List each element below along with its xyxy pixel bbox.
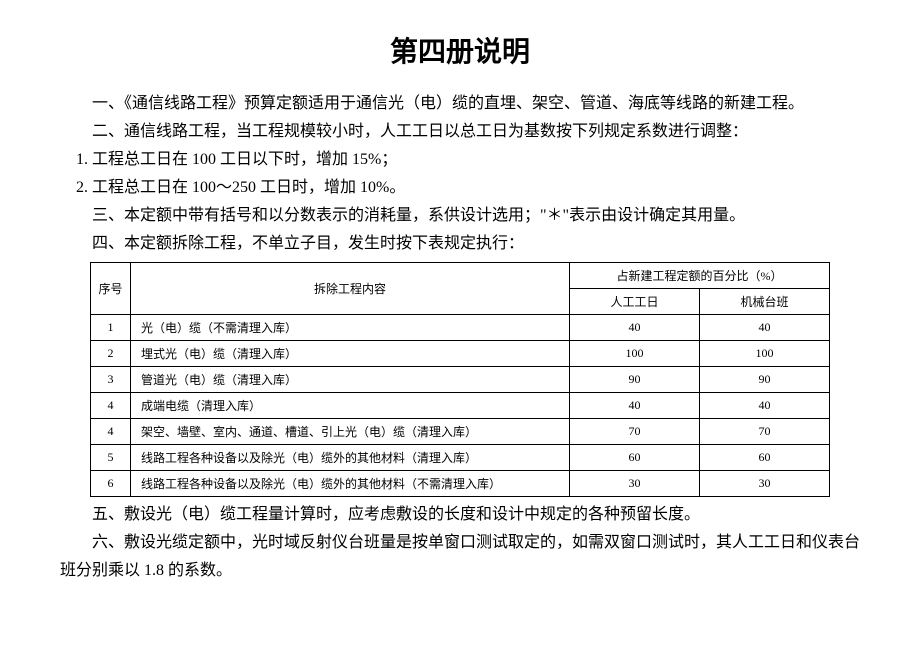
demolition-table: 序号 拆除工程内容 占新建工程定额的百分比（%） 人工工日 机械台班 1 光（电… bbox=[90, 262, 830, 497]
cell-machine: 30 bbox=[700, 471, 830, 497]
cell-machine: 60 bbox=[700, 445, 830, 471]
paragraph-5: 五、敷设光（电）缆工程量计算时，应考虑敷设的长度和设计中规定的各种预留长度。 bbox=[60, 501, 860, 529]
page-title: 第四册说明 bbox=[60, 30, 860, 70]
table-row: 2 埋式光（电）缆（清理入库） 100 100 bbox=[91, 341, 830, 367]
header-labor: 人工工日 bbox=[570, 289, 700, 315]
cell-labor: 100 bbox=[570, 341, 700, 367]
table-row: 3 管道光（电）缆（清理入库） 90 90 bbox=[91, 367, 830, 393]
table-row: 5 线路工程各种设备以及除光（电）缆外的其他材料（清理入库） 60 60 bbox=[91, 445, 830, 471]
cell-content: 线路工程各种设备以及除光（电）缆外的其他材料（不需清理入库） bbox=[131, 471, 570, 497]
cell-machine: 70 bbox=[700, 419, 830, 445]
paragraph-2: 二、通信线路工程，当工程规模较小时，人工工日以总工日为基数按下列规定系数进行调整… bbox=[60, 118, 860, 146]
cell-content: 管道光（电）缆（清理入库） bbox=[131, 367, 570, 393]
cell-labor: 90 bbox=[570, 367, 700, 393]
cell-seq: 4 bbox=[91, 419, 131, 445]
cell-seq: 2 bbox=[91, 341, 131, 367]
table-row: 1 光（电）缆（不需清理入库） 40 40 bbox=[91, 315, 830, 341]
cell-labor: 40 bbox=[570, 315, 700, 341]
table-row: 4 成端电缆（清理入库） 40 40 bbox=[91, 393, 830, 419]
paragraph-4: 四、本定额拆除工程，不单立子目，发生时按下表规定执行： bbox=[60, 230, 860, 258]
header-pct-group: 占新建工程定额的百分比（%） bbox=[570, 263, 830, 289]
paragraph-6: 六、敷设光缆定额中，光时域反射仪台班量是按单窗口测试取定的，如需双窗口测试时，其… bbox=[60, 529, 860, 585]
cell-content: 成端电缆（清理入库） bbox=[131, 393, 570, 419]
cell-machine: 40 bbox=[700, 393, 830, 419]
paragraph-3: 三、本定额中带有括号和以分数表示的消耗量，系供设计选用；"＊"表示由设计确定其用… bbox=[60, 202, 860, 230]
table-header-row-1: 序号 拆除工程内容 占新建工程定额的百分比（%） bbox=[91, 263, 830, 289]
cell-machine: 90 bbox=[700, 367, 830, 393]
cell-labor: 70 bbox=[570, 419, 700, 445]
cell-content: 架空、墙壁、室内、通道、槽道、引上光（电）缆（清理入库） bbox=[131, 419, 570, 445]
paragraph-2b: 2. 工程总工日在 100～250 工日时，增加 10%。 bbox=[60, 174, 860, 202]
cell-seq: 1 bbox=[91, 315, 131, 341]
cell-content: 线路工程各种设备以及除光（电）缆外的其他材料（清理入库） bbox=[131, 445, 570, 471]
cell-seq: 6 bbox=[91, 471, 131, 497]
cell-content: 埋式光（电）缆（清理入库） bbox=[131, 341, 570, 367]
cell-labor: 40 bbox=[570, 393, 700, 419]
table-row: 4 架空、墙壁、室内、通道、槽道、引上光（电）缆（清理入库） 70 70 bbox=[91, 419, 830, 445]
cell-seq: 3 bbox=[91, 367, 131, 393]
paragraph-2a: 1. 工程总工日在 100 工日以下时，增加 15%； bbox=[60, 146, 860, 174]
header-machine: 机械台班 bbox=[700, 289, 830, 315]
header-content: 拆除工程内容 bbox=[131, 263, 570, 315]
table-row: 6 线路工程各种设备以及除光（电）缆外的其他材料（不需清理入库） 30 30 bbox=[91, 471, 830, 497]
cell-machine: 100 bbox=[700, 341, 830, 367]
header-seq: 序号 bbox=[91, 263, 131, 315]
cell-content: 光（电）缆（不需清理入库） bbox=[131, 315, 570, 341]
cell-seq: 5 bbox=[91, 445, 131, 471]
cell-labor: 30 bbox=[570, 471, 700, 497]
paragraph-1: 一、《通信线路工程》预算定额适用于通信光（电）缆的直埋、架空、管道、海底等线路的… bbox=[60, 90, 860, 118]
cell-labor: 60 bbox=[570, 445, 700, 471]
cell-seq: 4 bbox=[91, 393, 131, 419]
cell-machine: 40 bbox=[700, 315, 830, 341]
